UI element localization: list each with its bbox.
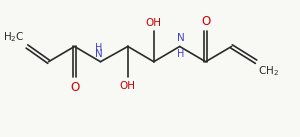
Text: N: N [95, 49, 103, 59]
Text: OH: OH [120, 81, 136, 91]
Text: $\mathregular{H_2C}$: $\mathregular{H_2C}$ [3, 30, 25, 44]
Text: O: O [201, 15, 210, 28]
Text: H: H [95, 43, 103, 53]
Text: O: O [70, 81, 79, 94]
Text: H: H [178, 49, 185, 59]
Text: OH: OH [146, 18, 162, 28]
Text: N: N [177, 33, 185, 43]
Text: $\mathregular{CH_2}$: $\mathregular{CH_2}$ [258, 64, 279, 78]
